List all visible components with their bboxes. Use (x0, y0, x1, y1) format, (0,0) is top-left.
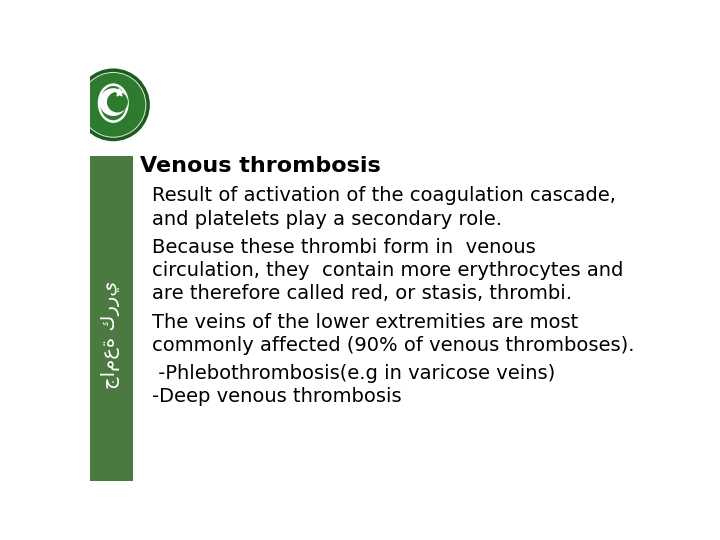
Polygon shape (115, 89, 124, 96)
Text: Because these thrombi form in  venous: Because these thrombi form in venous (152, 238, 536, 257)
Text: circulation, they  contain more erythrocytes and: circulation, they contain more erythrocy… (152, 261, 624, 280)
Text: -Deep venous thrombosis: -Deep venous thrombosis (152, 387, 402, 406)
Text: The veins of the lower extremities are most: The veins of the lower extremities are m… (152, 313, 578, 332)
Circle shape (78, 70, 148, 139)
Bar (90, 156, 132, 481)
Circle shape (82, 73, 145, 136)
Text: -Phlebothrombosis(e.g in varicose veins): -Phlebothrombosis(e.g in varicose veins) (152, 363, 555, 382)
Text: are therefore called red, or stasis, thrombi.: are therefore called red, or stasis, thr… (152, 284, 572, 303)
Circle shape (100, 89, 127, 115)
Ellipse shape (101, 86, 126, 119)
Text: and platelets play a secondary role.: and platelets play a secondary role. (152, 210, 502, 228)
Text: commonly affected (90% of venous thromboses).: commonly affected (90% of venous thrombo… (152, 336, 634, 355)
Text: Result of activation of the coagulation cascade,: Result of activation of the coagulation … (152, 186, 616, 205)
Text: جامعة كرري: جامعة كرري (102, 280, 120, 389)
Circle shape (108, 92, 127, 112)
Text: Venous thrombosis: Venous thrombosis (140, 156, 381, 176)
Ellipse shape (99, 84, 128, 122)
